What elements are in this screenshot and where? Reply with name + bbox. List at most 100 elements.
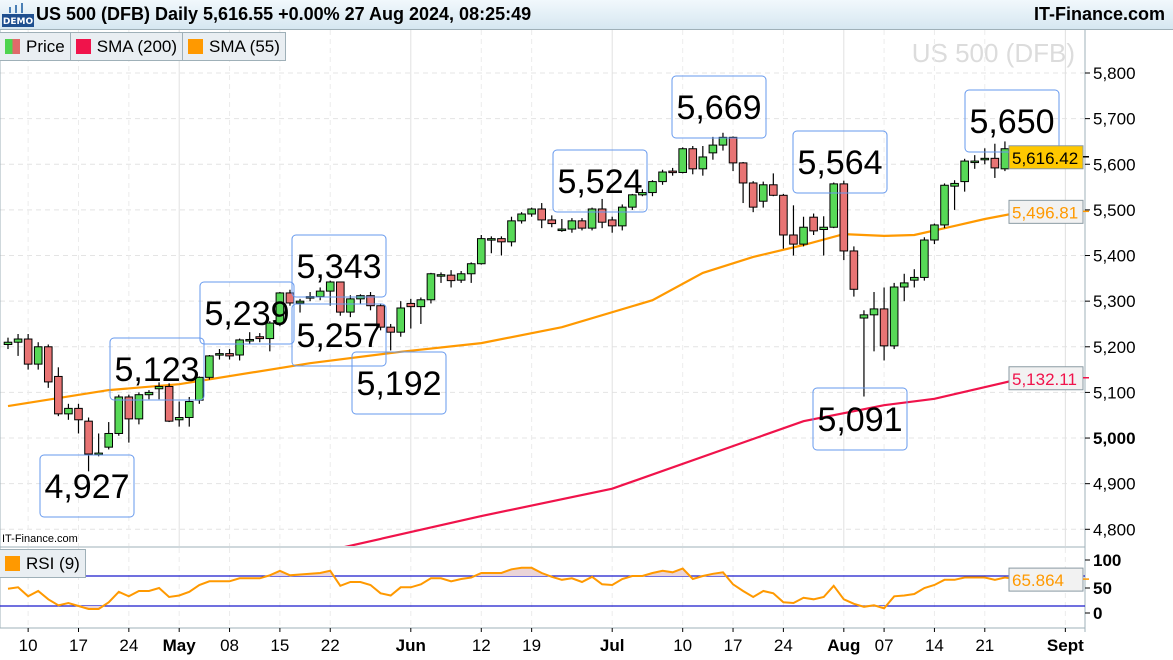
candle-body-down (43, 346, 53, 383)
candle (275, 292, 285, 327)
legend-item-sma55[interactable]: SMA (55) (183, 33, 285, 60)
candle-body-down (164, 385, 174, 422)
candle (295, 298, 305, 313)
candle-body-up (33, 346, 43, 365)
candle (366, 292, 375, 311)
candle (698, 146, 708, 176)
candle-body-down (597, 208, 607, 223)
candle (980, 148, 990, 165)
annotation-label: 4,927 (44, 468, 129, 506)
candle-body-up (567, 220, 577, 230)
candle-body-up (205, 355, 214, 378)
candle-body-up (829, 183, 839, 228)
annotation-box (39, 454, 135, 518)
candle-body-up (94, 452, 103, 456)
candle-body-up (134, 394, 144, 420)
candle-body-up (315, 290, 325, 298)
candle (134, 392, 144, 425)
candle (3, 337, 13, 350)
candle-body-down (577, 220, 587, 229)
candle (940, 183, 949, 229)
annotation-label: 5,091 (817, 401, 902, 439)
candle (728, 136, 738, 172)
candle-body-up (819, 226, 828, 231)
legend-item-sma200[interactable]: SMA (200) (71, 33, 184, 60)
y-tick-label: 5,400 (1093, 247, 1136, 266)
candles (3, 132, 1030, 472)
candle-body-up (456, 273, 466, 281)
x-tick-label: Jun (396, 636, 426, 655)
legend-item-rsi[interactable]: RSI (9) (0, 550, 85, 577)
level-annotation: 5,257 (291, 303, 387, 367)
candle-body-up (859, 314, 869, 319)
candle (255, 333, 265, 343)
candle (164, 383, 174, 423)
rsi-value: 65.864 (1008, 567, 1089, 592)
candle-body-up (396, 307, 406, 333)
candle (235, 338, 244, 361)
x-tick-label: 24 (119, 636, 138, 655)
current-price-label: 5,616.42 (1012, 149, 1078, 168)
annotation-box (291, 234, 387, 298)
candle (517, 212, 526, 224)
demo-candles-icon: DEMO (2, 3, 34, 27)
candle (607, 216, 617, 233)
candle-body-up (889, 286, 899, 347)
level-annotation: 5,192 (351, 351, 447, 415)
candle-body-up (346, 298, 355, 313)
y-tick-label: 5,800 (1093, 64, 1136, 83)
candle-body-up (628, 194, 637, 208)
candle (537, 203, 547, 229)
candle-body-up (930, 224, 939, 241)
legend-item-price[interactable]: Price (0, 33, 71, 60)
candle-body-down (84, 420, 93, 455)
candle (668, 167, 677, 176)
annotation-box (812, 387, 908, 451)
candle-body-up (104, 432, 114, 448)
candle-body-up (245, 338, 254, 342)
sma55-value: 5,496.81 (1008, 199, 1089, 224)
candle-body-down (738, 162, 748, 184)
candle (23, 334, 33, 370)
candle (527, 207, 536, 217)
candle (849, 246, 859, 297)
candle-body-up (648, 181, 657, 194)
annotation-label: 5,239 (204, 295, 289, 333)
x-tick-label: 24 (774, 636, 793, 655)
candle-body-down (366, 295, 375, 307)
candle (33, 342, 43, 370)
candle-body-up (325, 281, 335, 292)
candle (466, 262, 476, 283)
candle (678, 147, 687, 174)
candle-body-down (849, 250, 859, 290)
candle (487, 236, 496, 254)
level-annotation: 5,650 (964, 89, 1060, 153)
sma200-value-label: 5,132.11 (1012, 370, 1077, 389)
candle-body-up (235, 339, 244, 356)
candle-body-up (658, 171, 667, 183)
candle (587, 207, 597, 231)
candle-body-up (678, 148, 687, 173)
brand-logo: IT-Finance.com (1033, 4, 1165, 24)
candle (225, 349, 234, 360)
candle (597, 198, 607, 229)
candle (920, 237, 929, 281)
y-tick-label: 5,200 (1093, 338, 1136, 357)
chart-header: DEMO US 500 (DFB) Daily 5,616.55 +0.00% … (0, 0, 1173, 30)
level-annotation: 5,123 (109, 337, 205, 401)
candle-body-down (789, 234, 798, 245)
rsi-line (7, 566, 1026, 610)
rsi-y-tick-label: 100 (1093, 551, 1121, 570)
sma200-line (344, 376, 1026, 546)
candle (819, 216, 828, 256)
candle-body-up (799, 226, 808, 245)
y-tick-label: 4,900 (1093, 475, 1136, 494)
candle-body-up (114, 396, 124, 434)
annotation-label: 5,564 (797, 144, 882, 182)
candle-body-up (587, 208, 597, 229)
annotation-box (552, 149, 648, 213)
annotation-label: 5,650 (969, 103, 1054, 141)
candle-body-up (638, 192, 647, 196)
legend-label: RSI (9) (26, 553, 80, 573)
